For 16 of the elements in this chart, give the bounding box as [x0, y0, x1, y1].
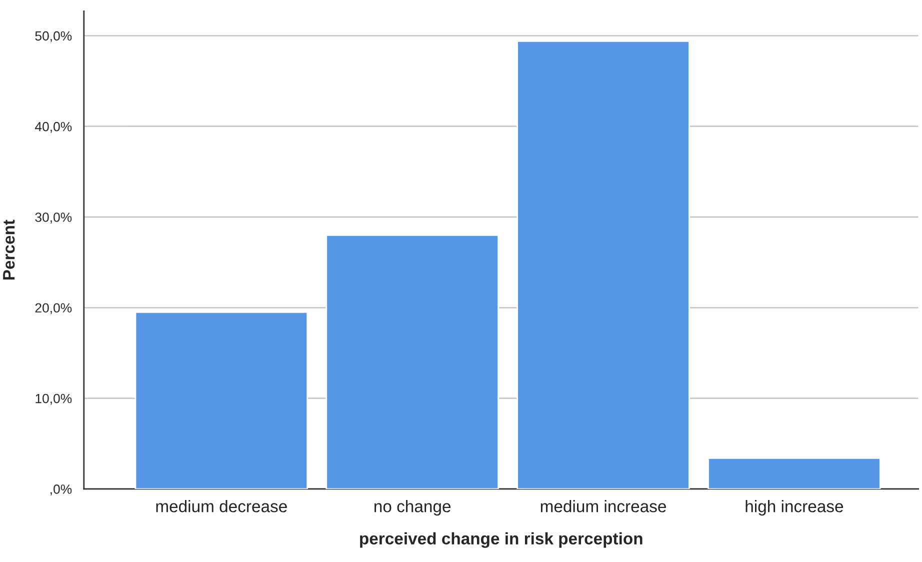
y-tick-label: 40,0%	[34, 122, 72, 133]
x-tick-label: medium decrease	[156, 500, 287, 512]
x-tick-label: no change	[374, 500, 451, 516]
bar	[134, 311, 308, 489]
x-tick-label: medium increase	[540, 500, 666, 512]
bar	[326, 234, 499, 489]
x-axis-title: perceived change in risk perception	[360, 532, 642, 548]
y-axis-title: Percent	[3, 220, 15, 280]
y-tick-label: 10,0%	[36, 394, 72, 405]
x-tick-label: high increase	[746, 500, 844, 516]
bar	[708, 457, 881, 489]
y-tick-label: 30,0%	[35, 212, 72, 224]
y-tick-label: ,0%	[50, 484, 72, 496]
y-tick-label: 50,0%	[35, 31, 72, 42]
bar	[516, 40, 690, 489]
y-tick-label: 20,0%	[35, 303, 72, 314]
